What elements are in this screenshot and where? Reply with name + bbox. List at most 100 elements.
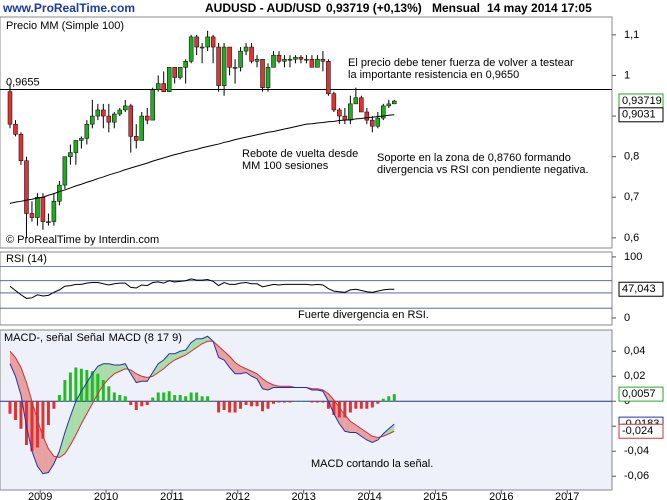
rsi-panel (0, 251, 613, 326)
macd-fill (344, 415, 351, 433)
x-tick-label: 2009 (28, 491, 52, 500)
histogram-bar (321, 401, 325, 403)
annotation: El precio debe tener fuerza de volver a … (348, 57, 574, 69)
candle-body (243, 46, 249, 52)
macd-fill (180, 350, 186, 358)
histogram-bar (118, 395, 122, 402)
candle-body (364, 111, 370, 121)
histogram-bar (376, 401, 380, 404)
candle-body (161, 83, 166, 92)
histogram-bar (189, 392, 193, 402)
candle-body (392, 100, 397, 105)
legend-entry: MACD-, señal (4, 332, 72, 344)
candle-body (227, 46, 232, 68)
value-label: 47,043 (622, 283, 656, 295)
histogram-bar (299, 401, 303, 402)
histogram-bar (35, 401, 39, 448)
y-tick-label: 100 (624, 251, 642, 263)
candle-body (183, 61, 188, 68)
y-tick-label: 0,8 (624, 151, 639, 163)
candle-body (79, 138, 84, 141)
histogram-bar (370, 401, 374, 408)
candle-body (84, 123, 90, 139)
macd-fill (262, 378, 269, 390)
y-tick-label: 0,02 (624, 370, 645, 382)
histogram-bar (129, 401, 133, 405)
x-tick-label: 2011 (160, 491, 184, 500)
candle-body (238, 50, 243, 68)
histogram-bar (250, 401, 254, 407)
histogram-bar (315, 401, 319, 403)
histogram-bar (63, 380, 67, 402)
candle-body (18, 134, 24, 161)
price-title: Precio MM (Simple 100) (6, 20, 124, 32)
histogram-bar (30, 401, 34, 452)
signal-line (9, 340, 395, 459)
y-tick-label: 0,7 (624, 191, 639, 203)
histogram-bar (288, 401, 292, 403)
y-tick-label: 0,04 (624, 345, 645, 357)
value-label: 0,93719 (622, 95, 662, 107)
annotation: divergencia vs RSI con pendiente negativ… (377, 164, 589, 176)
candle-body (320, 58, 326, 62)
histogram-bar (96, 373, 100, 402)
candle-body (46, 221, 51, 223)
annotation: MM 100 sesiones (242, 160, 329, 172)
x-tick-label: 2015 (423, 491, 447, 500)
candle-body (112, 113, 117, 123)
macd-fill (70, 401, 76, 445)
candle-body (370, 119, 375, 127)
histogram-bar (228, 401, 232, 413)
histogram-bar (151, 397, 155, 402)
candle-body (309, 58, 315, 68)
macd-fill (361, 428, 367, 440)
candle-body (265, 67, 271, 88)
histogram-bar (162, 392, 166, 402)
price-panel (0, 16, 613, 249)
candle-body (221, 46, 227, 86)
candle-body (315, 58, 320, 68)
legend-entry: MACD (8 17 9) (109, 332, 182, 344)
candle-body (304, 58, 309, 61)
annotation: la importante resistencia en 0,9650 (348, 69, 519, 81)
candle-body (68, 152, 73, 157)
candle-body (232, 67, 238, 69)
histogram-bar (392, 394, 396, 402)
y-tick-label: 1 (624, 69, 630, 81)
candle-body (106, 115, 112, 123)
macd-fill (251, 371, 258, 379)
histogram-bar (337, 401, 341, 418)
annotation: Fuerte divergencia en RSI. (298, 309, 429, 321)
histogram-bar (200, 396, 204, 402)
histogram-bar (107, 386, 111, 402)
macd-fill (9, 351, 16, 377)
macd-fill (268, 382, 274, 390)
candle-body (210, 36, 216, 48)
macd-fill (235, 362, 241, 374)
y-tick-label: 1,1 (624, 29, 639, 41)
macd-line (9, 335, 395, 475)
macd-fill (350, 421, 356, 433)
quote: 0,93719 (+0,13%) (326, 1, 422, 15)
candle-body (298, 56, 304, 60)
histogram-bar (195, 392, 199, 402)
histogram-bar (140, 401, 144, 407)
histogram-bar (233, 401, 237, 413)
histogram-bar (134, 401, 138, 410)
candle-body (62, 156, 68, 186)
macd-fill (75, 391, 82, 435)
histogram-bar (41, 401, 45, 439)
y-tick-label: 0,6 (624, 232, 639, 244)
histogram-bar (156, 392, 160, 402)
rsi-title: RSI (14) (6, 253, 47, 265)
histogram-bar (343, 401, 347, 418)
macd-fill (257, 373, 263, 389)
x-tick-label: 2012 (226, 491, 250, 500)
histogram-bar (85, 370, 89, 402)
candle-body (199, 46, 205, 49)
legend-entry: Señal (76, 332, 104, 344)
candle-body (353, 97, 359, 105)
macd-fill (246, 368, 252, 377)
candle-body (134, 136, 139, 141)
histogram-bar (68, 372, 72, 402)
